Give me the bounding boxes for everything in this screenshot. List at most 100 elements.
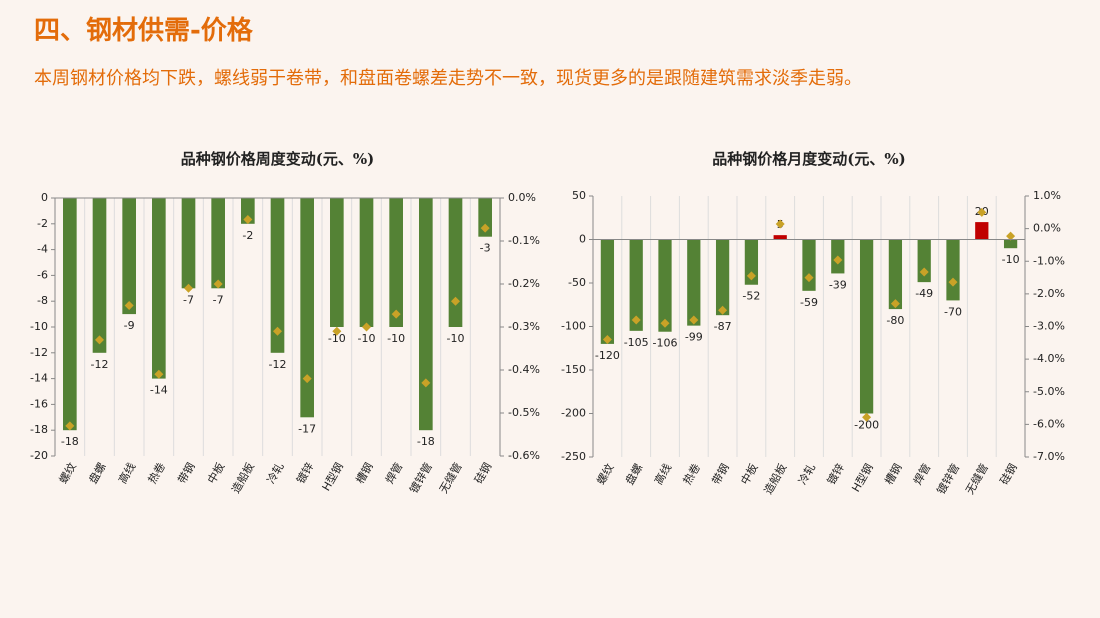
y2-tick-label: -2.0%: [1033, 287, 1065, 300]
x-tick-label: 无缝管: [962, 461, 991, 497]
marker-diamond: [243, 215, 253, 224]
bar: [715, 239, 730, 316]
x-tick-label: 无缝管: [436, 460, 465, 496]
y-tick-label: 50: [572, 189, 586, 202]
x-tick-label: 带钢: [175, 461, 197, 487]
chart-title: 品种钢价格月度变动(元、%): [712, 150, 905, 168]
x-tick-label: 冷轧: [264, 460, 287, 486]
marker-diamond: [65, 421, 75, 431]
y-tick-label: -2: [37, 217, 48, 230]
x-tick-label: 镀锌: [824, 461, 847, 487]
marker-diamond: [602, 335, 612, 345]
y2-tick-label: -0.5%: [508, 406, 540, 419]
marker-diamond: [890, 299, 900, 309]
y-tick-label: -12: [30, 346, 48, 359]
x-tick-label: 中板: [737, 461, 760, 487]
x-tick-label: 镀锌管: [934, 461, 963, 497]
value-label: -10: [328, 332, 346, 345]
x-tick-label: 带钢: [710, 462, 732, 488]
marker-diamond: [775, 219, 785, 229]
bar: [270, 198, 285, 353]
y-tick-label: -18: [30, 423, 48, 436]
marker-diamond: [332, 326, 342, 336]
x-tick-label: 螺纹: [56, 460, 79, 486]
bar: [330, 198, 344, 327]
bar: [389, 198, 403, 327]
marker-diamond: [1006, 231, 1016, 241]
marker-diamond: [154, 369, 164, 379]
y2-tick-label: 1.0%: [1033, 189, 1061, 202]
value-label: -18: [61, 435, 79, 448]
bar: [802, 239, 816, 291]
y-tick-label: -250: [561, 450, 586, 463]
marker-diamond: [391, 309, 401, 319]
y-tick-label: -10: [30, 320, 48, 333]
value-label: -3: [480, 242, 491, 255]
x-tick-label: 焊管: [910, 461, 933, 487]
x-tick-label: 硅钢: [472, 461, 494, 487]
bar: [211, 198, 225, 289]
y2-tick-label: -4.0%: [1033, 352, 1065, 365]
value-label: -87: [714, 320, 732, 333]
x-tick-label: 镀锌: [293, 460, 316, 486]
x-tick-label: 造船板: [228, 460, 257, 496]
marker-diamond: [718, 305, 728, 315]
marker-diamond: [302, 374, 312, 384]
value-label: -10: [447, 332, 465, 345]
value-label: -17: [298, 422, 316, 435]
y2-tick-label: -0.2%: [508, 277, 540, 290]
y2-tick-label: 0.0%: [508, 191, 536, 204]
x-tick-label: H型钢: [319, 460, 346, 493]
bar: [859, 239, 874, 414]
marker-diamond: [480, 223, 490, 233]
marker-diamond: [95, 335, 104, 345]
x-tick-label: 硅钢: [998, 462, 1020, 488]
y2-tick-label: -0.3%: [508, 320, 540, 333]
marker-diamond: [184, 283, 193, 293]
bar: [448, 198, 463, 327]
value-label: -10: [387, 332, 405, 345]
marker-diamond: [631, 315, 641, 325]
value-label: -7: [183, 293, 194, 306]
marker-diamond: [362, 322, 371, 332]
marker-diamond: [746, 271, 756, 281]
value-label: -12: [269, 358, 287, 371]
marker-diamond: [660, 318, 670, 328]
bar: [975, 222, 989, 240]
value-label: -12: [91, 358, 109, 371]
marker-diamond: [451, 296, 460, 306]
value-label: -14: [150, 384, 168, 397]
value-label: -9: [124, 319, 135, 332]
y2-tick-label: -5.0%: [1033, 385, 1065, 398]
y-tick-label: -20: [30, 449, 48, 462]
x-tick-label: H型钢: [849, 461, 876, 494]
y-tick-label: -6: [37, 268, 48, 281]
y-tick-label: 0: [579, 233, 586, 246]
y-tick-label: -14: [30, 372, 48, 385]
marker-diamond: [833, 255, 843, 265]
y-tick-label: 0: [41, 191, 48, 204]
x-tick-label: 冷轧: [795, 461, 818, 487]
bar: [687, 239, 701, 326]
bar: [744, 239, 759, 285]
y-tick-label: -8: [37, 294, 48, 307]
bar: [888, 239, 903, 310]
value-label: -105: [624, 336, 649, 349]
slide-title: 四、钢材供需-价格: [34, 16, 253, 46]
y2-tick-label: -0.1%: [508, 234, 540, 247]
bar: [63, 198, 77, 431]
x-tick-label: 槽钢: [882, 462, 904, 488]
bar: [92, 198, 107, 353]
slide-subtitle: 本周钢材价格均下跌，螺线弱于卷带，和盘面卷螺差走势不一致，现货更多的是跟随建筑需…: [34, 68, 862, 89]
y-tick-label: -4: [37, 243, 48, 256]
x-tick-label: 槽钢: [353, 461, 375, 487]
value-label: -59: [800, 296, 818, 309]
marker-diamond: [689, 315, 699, 325]
x-tick-label: 盘螺: [86, 460, 109, 486]
y-tick-label: -150: [561, 363, 586, 376]
marker-diamond: [273, 326, 282, 336]
value-label: -7: [213, 293, 224, 306]
value-label: -52: [742, 290, 760, 303]
marker-diamond: [213, 279, 223, 289]
chart-title: 品种钢价格周度变动(元、%): [181, 150, 374, 168]
